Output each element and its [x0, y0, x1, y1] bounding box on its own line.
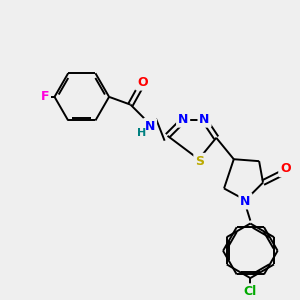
Text: N: N	[240, 195, 251, 208]
Text: O: O	[280, 163, 291, 176]
Text: F: F	[40, 90, 49, 104]
Text: N: N	[178, 113, 188, 126]
Text: O: O	[137, 76, 148, 89]
Text: H: H	[136, 128, 146, 138]
Text: N: N	[200, 113, 210, 126]
Text: N: N	[145, 120, 155, 133]
Text: S: S	[195, 155, 204, 168]
Text: Cl: Cl	[244, 285, 257, 298]
